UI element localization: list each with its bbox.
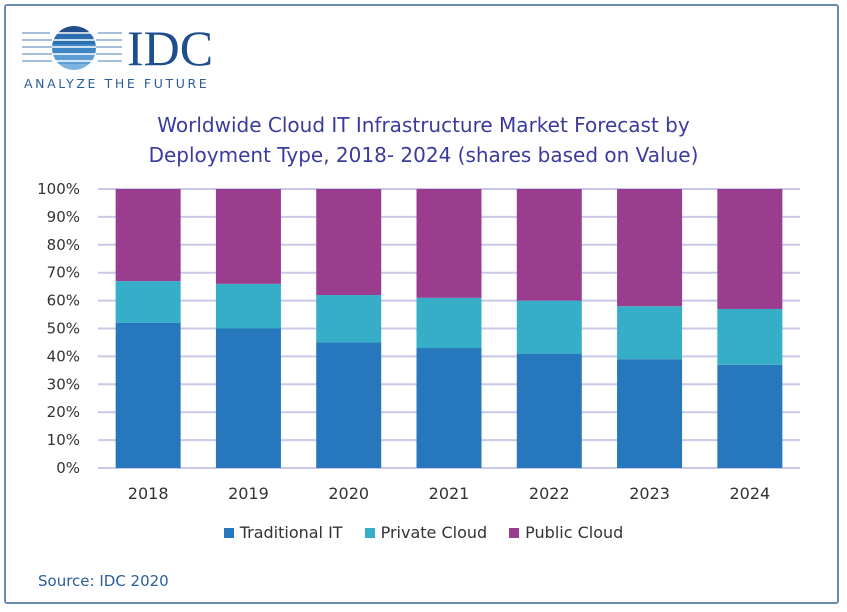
legend-item-public-cloud: Public Cloud	[509, 523, 623, 542]
logo-text: IDC	[127, 20, 214, 76]
chart-title: Worldwide Cloud IT Infrastructure Market…	[0, 110, 847, 170]
legend-swatch	[223, 527, 234, 538]
idc-logo: IDC ANALYZE THE FUTURE	[22, 20, 242, 96]
legend-item-private-cloud: Private Cloud	[364, 523, 488, 542]
legend-item-traditional-it: Traditional IT	[223, 523, 343, 542]
legend-swatch	[509, 527, 520, 538]
legend-label: Private Cloud	[380, 523, 488, 542]
logo-tagline: ANALYZE THE FUTURE	[24, 76, 210, 91]
chart-frame	[4, 4, 839, 604]
legend: Traditional IT Private Cloud Public Clou…	[0, 523, 847, 542]
chart-title-line-1: Worldwide Cloud IT Infrastructure Market…	[157, 113, 690, 137]
idc-globe-icon	[22, 26, 122, 70]
source-note: Source: IDC 2020	[38, 572, 169, 590]
legend-label: Public Cloud	[525, 523, 624, 542]
legend-swatch	[364, 527, 375, 538]
chart-title-line-2: Deployment Type, 2018- 2024 (shares base…	[148, 143, 699, 167]
legend-label: Traditional IT	[239, 523, 343, 542]
